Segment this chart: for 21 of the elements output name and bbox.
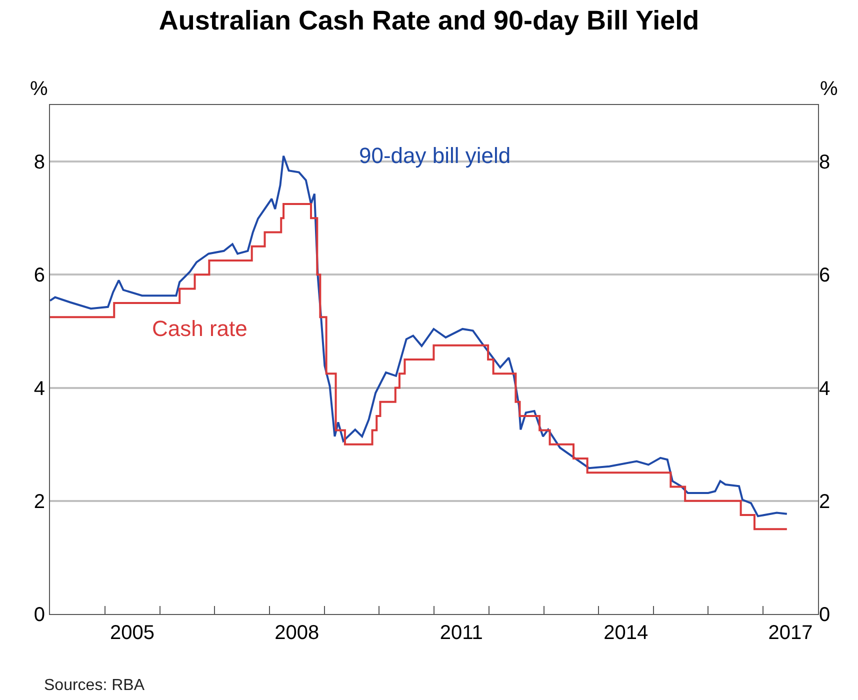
source-note: Sources: RBA [44, 677, 145, 694]
text: 90-day bill yield [359, 143, 511, 168]
x-tick-label: 2005 [110, 622, 155, 644]
series-label: Cash rate [152, 316, 248, 341]
x-tick-label: 2014 [604, 622, 648, 644]
y2-tick-label: 8 [819, 152, 830, 174]
x-tick-label: 2017 [768, 622, 813, 644]
chart-title: Australian Cash Rate and 90-day Bill Yield [158, 5, 700, 36]
y2-axis-title: % [820, 78, 838, 100]
y-tick-label: 6 [34, 264, 45, 287]
y2-tick-label: 2 [819, 490, 830, 513]
y-tick-label: 0 [34, 604, 45, 626]
y2-tick-label: 0 [819, 604, 830, 626]
x-tick-label: 2008 [274, 622, 320, 644]
y2-tick-label: 6 [819, 264, 830, 287]
y-tick-label: 2 [34, 490, 45, 513]
y-axis-title: % [30, 78, 48, 100]
y-tick-label: 8 [34, 152, 45, 174]
x-tick-label: 2011 [440, 622, 483, 644]
y2-tick-label: 4 [819, 378, 830, 400]
y-tick-label: 4 [34, 378, 45, 400]
